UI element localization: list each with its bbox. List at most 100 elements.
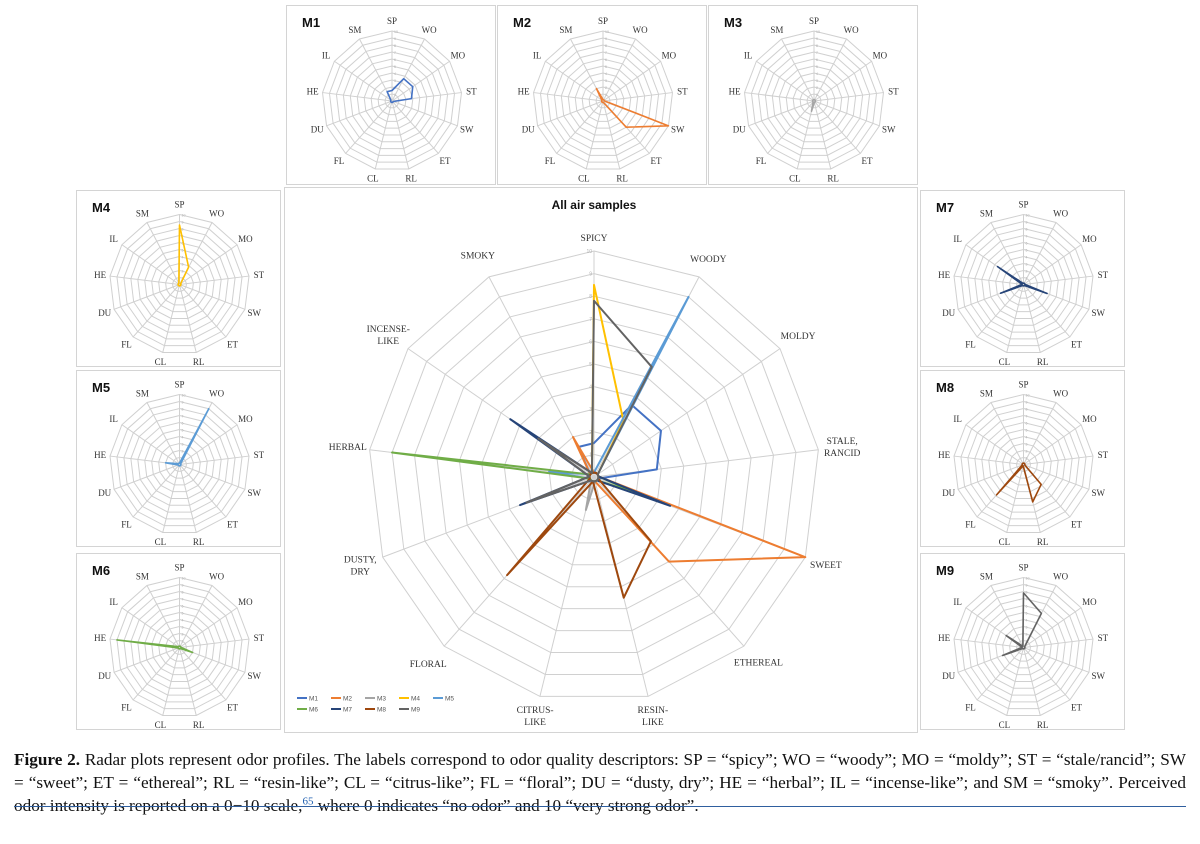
grid-spoke (781, 38, 815, 102)
axis-label-wo: WO (422, 25, 437, 35)
radar-chart-m6: 1 2 3 4 5 6 7 8 9 10 SP WO MO ST SW ET RL CL FL DU HE IL SM (94, 563, 265, 731)
grid-spoke (1023, 244, 1082, 285)
tick-label: 4 (1026, 256, 1028, 260)
axis-label-rl: RL (193, 720, 205, 730)
axis-label-mo: MO (238, 597, 253, 607)
grid-ring (151, 618, 208, 676)
tick-label: 2 (589, 430, 592, 436)
grid-spoke (179, 284, 227, 338)
grid-spoke (1023, 607, 1082, 648)
grid-spoke (391, 38, 425, 102)
grid-spoke (179, 607, 238, 648)
grid-spoke (322, 92, 393, 102)
grid-ring (974, 234, 1073, 333)
grid-ring (967, 227, 1080, 340)
axis-label-he: HE (938, 633, 950, 643)
tick-label: 10 (1026, 577, 1030, 581)
axis-label-sw: SWEET (810, 561, 842, 571)
grid-ring (158, 625, 201, 669)
axis-label-sp: SP (387, 16, 397, 26)
tick-label: 3 (589, 407, 592, 413)
grid-ring (1002, 625, 1045, 669)
panel-title: M8 (936, 380, 955, 395)
axis-label-du: DU (311, 124, 324, 134)
axis-label-fl: FL (334, 156, 345, 166)
tick-label: 5 (394, 65, 396, 69)
axis-label-cl: CL (999, 357, 1011, 367)
axis-label-sp: SPICY (581, 234, 608, 244)
grid-ring (778, 65, 850, 136)
panel-title: M4 (92, 200, 111, 215)
grid-ring (595, 93, 611, 109)
series-line-m4 (177, 224, 190, 287)
grid-ring (995, 255, 1052, 313)
grid-spoke (744, 92, 815, 102)
grid-ring (363, 72, 421, 129)
tick-label: 7 (605, 51, 607, 55)
grid-spoke (179, 638, 250, 648)
axis-label-du: DU (942, 671, 955, 681)
axis-label-cl: CL (999, 720, 1011, 730)
series-line-m6 (116, 639, 194, 654)
series-line-m9 (525, 299, 653, 504)
grid-spoke (976, 647, 1024, 701)
axis-label-mo: MO (1082, 597, 1097, 607)
axis-label-he: HE (307, 86, 319, 96)
tick-label: 8 (182, 228, 184, 232)
tick-label: 9 (182, 401, 184, 405)
grid-ring (526, 408, 662, 544)
radar-panel-m8: M8 1 2 3 4 5 6 7 8 9 10 SP WO MO ST SW ET RL CL FL DU HE IL SM (920, 370, 1125, 547)
tick-label: 8 (1026, 408, 1028, 412)
tick-label: 2 (182, 450, 184, 454)
legend-label-m8: M8 (377, 707, 386, 714)
figure-caption: Figure 2. Radar plots represent odor pro… (14, 748, 1186, 817)
axis-label-et: ET (440, 156, 451, 166)
tick-label: 4 (1026, 619, 1028, 623)
grid-ring (967, 590, 1080, 703)
grid-ring (109, 576, 250, 716)
axis-label-sw: SW (671, 124, 685, 134)
grid-ring (953, 576, 1094, 716)
radar-panel-m6: M6 1 2 3 4 5 6 7 8 9 10 SP WO MO ST SW ET RL CL FL DU HE IL SM (76, 553, 281, 730)
grid-ring (335, 44, 449, 156)
grid-spoke (113, 464, 180, 490)
grid-ring (581, 79, 625, 122)
tick-label: 6 (182, 605, 184, 609)
grid-ring (771, 58, 857, 143)
grid-spoke (391, 100, 410, 170)
axis-label-fl: FL (121, 519, 132, 529)
axis-label-il: IL (109, 597, 118, 607)
axis-label-sm: SM (348, 25, 361, 35)
axis-label-wo: WO (209, 209, 224, 219)
grid-spoke (391, 60, 450, 102)
tick-label: 2 (605, 86, 607, 90)
tick-label: 10 (394, 30, 398, 34)
tick-label: 10 (182, 577, 186, 581)
caption-reference[interactable]: 65 (302, 795, 314, 808)
grid-ring (750, 37, 878, 163)
radar-panel-m5: M5 1 2 3 4 5 6 7 8 9 10 SP WO MO ST SW ET RL CL FL DU HE IL SM (76, 370, 281, 547)
grid-spoke (957, 464, 1024, 490)
grid-spoke (121, 607, 180, 648)
tick-label: 1 (605, 93, 607, 97)
axis-label-sm: SM (980, 572, 993, 582)
axis-label-mo: MO (238, 414, 253, 424)
tick-label: 3 (394, 79, 396, 83)
grid-spoke (756, 60, 815, 102)
grid-ring (458, 340, 730, 610)
axis-label-he: HERBAL (329, 443, 367, 453)
grid-spoke (1023, 402, 1057, 465)
tick-label: 9 (1026, 401, 1028, 405)
axis-label-wo: WO (844, 25, 859, 35)
legend-label-m3: M3 (377, 696, 386, 703)
series-line-m1 (386, 77, 414, 104)
axis-label-rl: RL (616, 174, 628, 184)
tick-label: 4 (589, 385, 592, 391)
axis-label-st: STALE, (827, 437, 858, 447)
grid-spoke (602, 38, 636, 102)
grid-spoke (953, 275, 1024, 285)
grid-spoke (179, 424, 238, 465)
axis-label-sm: SM (136, 389, 149, 399)
tick-label: 7 (1026, 598, 1028, 602)
grid-spoke (1023, 284, 1071, 338)
